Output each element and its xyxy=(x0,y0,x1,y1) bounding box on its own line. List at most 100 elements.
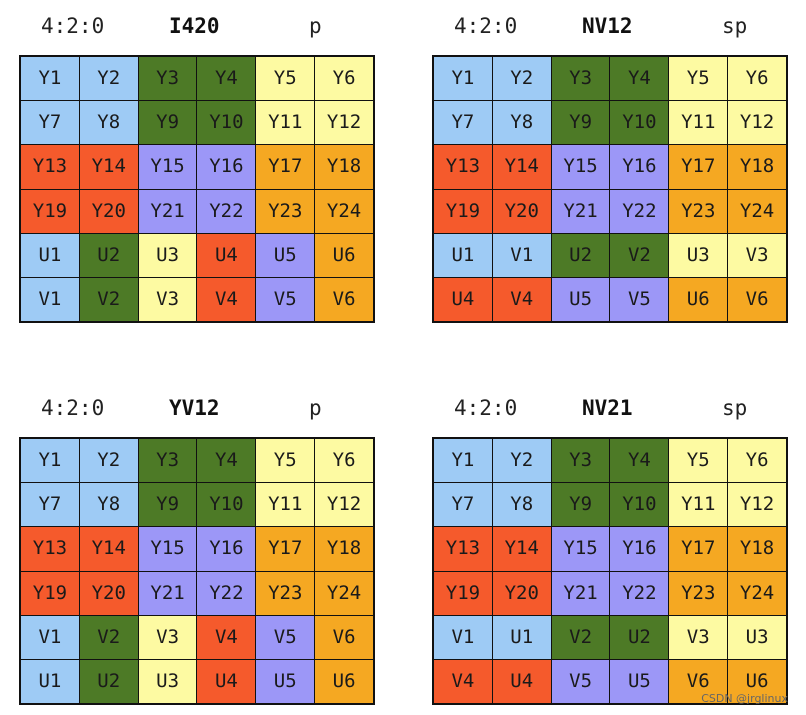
panel-header: 4:2:0 I420 p xyxy=(19,0,375,40)
sample-cell: Y19 xyxy=(434,571,492,615)
sample-cell: Y23 xyxy=(669,189,728,233)
sample-cell: Y11 xyxy=(256,101,315,145)
sample-cell: V3 xyxy=(728,233,786,277)
sample-cell: U3 xyxy=(669,233,728,277)
sample-cell: Y13 xyxy=(434,527,492,571)
sample-cell: Y8 xyxy=(79,101,138,145)
sample-cell: U6 xyxy=(315,659,373,703)
sample-cell: Y5 xyxy=(669,57,728,101)
format-name: YV12 xyxy=(169,396,220,420)
sample-cell: Y6 xyxy=(315,57,373,101)
sample-cell: U6 xyxy=(315,233,373,277)
sample-cell: V3 xyxy=(669,615,728,659)
sample-cell: U3 xyxy=(728,615,786,659)
sample-cell: Y6 xyxy=(315,439,373,483)
sample-cell: Y20 xyxy=(79,571,138,615)
sample-cell: Y17 xyxy=(669,527,728,571)
sample-cell: V1 xyxy=(21,615,79,659)
sample-cell: V1 xyxy=(434,615,492,659)
sample-cell: Y16 xyxy=(610,145,669,189)
panel-header: 4:2:0 YV12 p xyxy=(19,382,375,422)
sample-cell: U6 xyxy=(669,277,728,321)
sample-cell: Y13 xyxy=(21,527,79,571)
sample-cell: Y23 xyxy=(669,571,728,615)
sample-cell: Y1 xyxy=(434,57,492,101)
sample-cell: Y4 xyxy=(610,439,669,483)
sample-cell: Y20 xyxy=(492,189,551,233)
sample-cell: Y15 xyxy=(551,527,610,571)
sample-cell: Y2 xyxy=(79,57,138,101)
sample-cell: Y15 xyxy=(138,527,197,571)
sample-cell: Y22 xyxy=(610,189,669,233)
sample-cell: U5 xyxy=(256,233,315,277)
sample-cell: Y5 xyxy=(256,439,315,483)
pixel-grid: Y1 Y2 Y3 Y4 Y5 Y6 Y7 Y8 Y9 Y10 Y11 Y12 Y13 Y14 Y15 Y16 Y… xyxy=(19,55,375,323)
sample-cell: Y5 xyxy=(256,57,315,101)
sample-cell: V3 xyxy=(138,615,197,659)
sample-cell: Y7 xyxy=(434,483,492,527)
sample-cell: Y20 xyxy=(492,571,551,615)
sample-cell: Y16 xyxy=(197,145,256,189)
sample-cell: Y3 xyxy=(551,439,610,483)
panel-i420: 4:2:0 I420 p Y1 Y2 Y3 Y4 Y5 Y6 Y7 Y8 Y9 Y10 Y11 Y12… xyxy=(19,0,375,323)
sample-cell: Y2 xyxy=(492,439,551,483)
sample-cell: Y3 xyxy=(138,439,197,483)
sample-cell: Y14 xyxy=(79,527,138,571)
sample-cell: Y22 xyxy=(197,189,256,233)
sample-cell: U2 xyxy=(551,233,610,277)
sample-cell: U2 xyxy=(79,233,138,277)
sample-cell: U4 xyxy=(434,277,492,321)
sample-cell: V6 xyxy=(669,659,728,703)
sample-cell: Y12 xyxy=(315,483,373,527)
sample-cell: Y7 xyxy=(21,101,79,145)
sample-cell: Y8 xyxy=(492,483,551,527)
sample-cell: U5 xyxy=(610,659,669,703)
sample-cell: Y24 xyxy=(315,189,373,233)
sample-cell: Y9 xyxy=(138,483,197,527)
sample-cell: V5 xyxy=(610,277,669,321)
sample-cell: V4 xyxy=(197,277,256,321)
sample-cell: Y6 xyxy=(728,439,786,483)
sample-cell: Y10 xyxy=(610,101,669,145)
sample-cell: Y13 xyxy=(434,145,492,189)
sample-cell: Y4 xyxy=(197,439,256,483)
sample-cell: Y12 xyxy=(728,101,786,145)
sample-cell: Y4 xyxy=(197,57,256,101)
sample-cell: Y22 xyxy=(610,571,669,615)
sample-cell: Y9 xyxy=(551,483,610,527)
sample-cell: Y2 xyxy=(492,57,551,101)
sample-cell: Y19 xyxy=(21,189,79,233)
sample-cell: U2 xyxy=(610,615,669,659)
layout-type: sp xyxy=(722,396,748,420)
sample-cell: Y18 xyxy=(315,145,373,189)
panel-nv21: 4:2:0 NV21 sp Y1 Y2 Y3 Y4 Y5 Y6 Y7 Y8 Y9 Y10 Y11 Y1… xyxy=(432,382,788,705)
sample-cell: Y22 xyxy=(197,571,256,615)
sample-cell: Y18 xyxy=(315,527,373,571)
sample-cell: U5 xyxy=(256,659,315,703)
sample-cell: Y2 xyxy=(79,439,138,483)
sample-cell: Y15 xyxy=(551,145,610,189)
sample-cell: U4 xyxy=(197,659,256,703)
format-name: NV21 xyxy=(582,396,633,420)
sample-cell: U1 xyxy=(434,233,492,277)
sample-cell: Y23 xyxy=(256,189,315,233)
sample-cell: Y3 xyxy=(551,57,610,101)
sample-cell: Y1 xyxy=(21,57,79,101)
sample-cell: Y21 xyxy=(551,189,610,233)
sample-cell: Y15 xyxy=(138,145,197,189)
sample-cell: Y21 xyxy=(551,571,610,615)
sample-cell: Y4 xyxy=(610,57,669,101)
sample-cell: Y19 xyxy=(434,189,492,233)
format-name: I420 xyxy=(169,14,220,38)
sample-cell: Y7 xyxy=(434,101,492,145)
panel-header: 4:2:0 NV21 sp xyxy=(432,382,788,422)
sample-cell: Y11 xyxy=(256,483,315,527)
sample-cell: Y24 xyxy=(315,571,373,615)
sample-cell: Y10 xyxy=(197,483,256,527)
sample-cell: Y6 xyxy=(728,57,786,101)
sample-cell: Y14 xyxy=(492,145,551,189)
sample-cell: Y8 xyxy=(492,101,551,145)
format-name: NV12 xyxy=(582,14,633,38)
sample-cell: Y13 xyxy=(21,145,79,189)
sample-cell: Y10 xyxy=(197,101,256,145)
